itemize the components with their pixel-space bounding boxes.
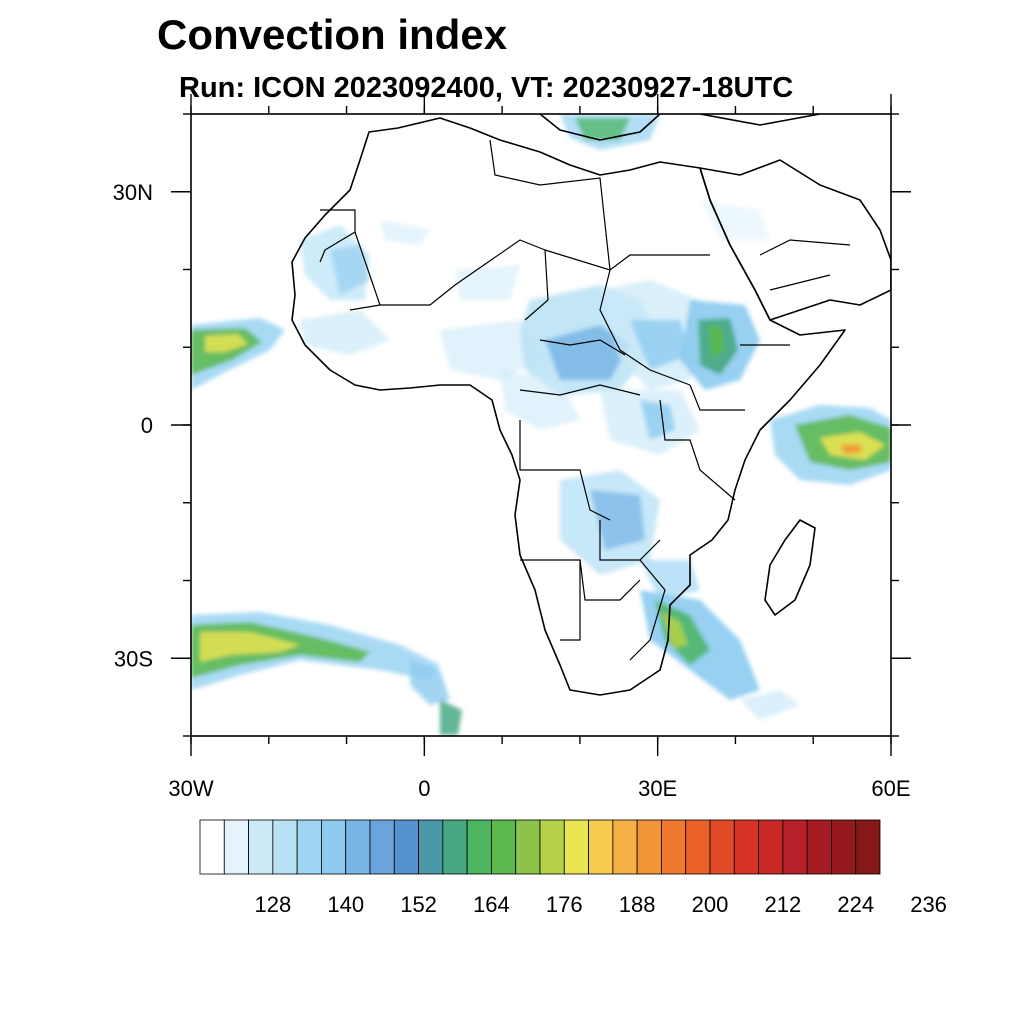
chart-subtitle: Run: ICON 2023092400, VT: 20230927-18UTC (179, 72, 794, 104)
lon-tick-label: 0 (418, 776, 430, 801)
colorbar-label: 188 (619, 892, 656, 917)
colorbar-swatch (248, 819, 274, 875)
lon-tick-label: 30E (638, 776, 677, 801)
colorbar-swatch (369, 819, 395, 875)
colorbar-swatch (442, 819, 468, 875)
colorbar-swatch (636, 819, 662, 875)
colorbar-label: 176 (546, 892, 583, 917)
colorbar-swatch (831, 819, 857, 875)
colorbar-swatch (563, 819, 589, 875)
colorbar-swatch (806, 819, 832, 875)
colorbar-swatch (588, 819, 614, 875)
colorbar-swatch (296, 819, 322, 875)
colorbar-swatch (466, 819, 492, 875)
colorbar-swatch (685, 819, 711, 875)
colorbar-swatch (321, 819, 347, 875)
lon-tick-label: 30W (168, 776, 213, 801)
colorbar-swatch (223, 819, 249, 875)
colorbar-label: 236 (910, 892, 947, 917)
colorbar-swatch (418, 819, 444, 875)
colorbar-label: 224 (837, 892, 874, 917)
colorbar-label: 128 (254, 892, 291, 917)
colorbar-swatch (661, 819, 687, 875)
colorbar-swatch (491, 819, 517, 875)
colorbar-swatch (515, 819, 541, 875)
lon-tick-label: 60E (871, 776, 910, 801)
colorbar-swatch (758, 819, 784, 875)
colorbar-swatch (709, 819, 735, 875)
country-borders (319, 139, 851, 661)
map-axes: 30W 0 30E 60E 30N 0 30S (113, 94, 911, 801)
colorbar-swatch (733, 819, 759, 875)
colorbar-label: 152 (400, 892, 437, 917)
colorbar-swatch (782, 819, 808, 875)
chart-title: Convection index (157, 11, 508, 58)
lat-tick-label: 0 (141, 413, 153, 438)
lat-tick-label: 30S (114, 646, 153, 671)
convection-field (191, 114, 891, 735)
colorbar-label: 200 (692, 892, 729, 917)
colorbar: 128 140 152 164 176 188 200 212 224 236 (199, 819, 947, 917)
coastlines (291, 114, 891, 696)
colorbar-label: 140 (327, 892, 364, 917)
colorbar-swatch (855, 819, 881, 875)
colorbar-swatch (539, 819, 565, 875)
colorbar-swatch (345, 819, 371, 875)
colorbar-label: 212 (764, 892, 801, 917)
colorbar-swatch (612, 819, 638, 875)
colorbar-swatch (199, 819, 225, 875)
colorbar-swatch (393, 819, 419, 875)
colorbar-label: 164 (473, 892, 510, 917)
colorbar-swatch (272, 819, 298, 875)
lat-tick-label: 30N (113, 180, 153, 205)
